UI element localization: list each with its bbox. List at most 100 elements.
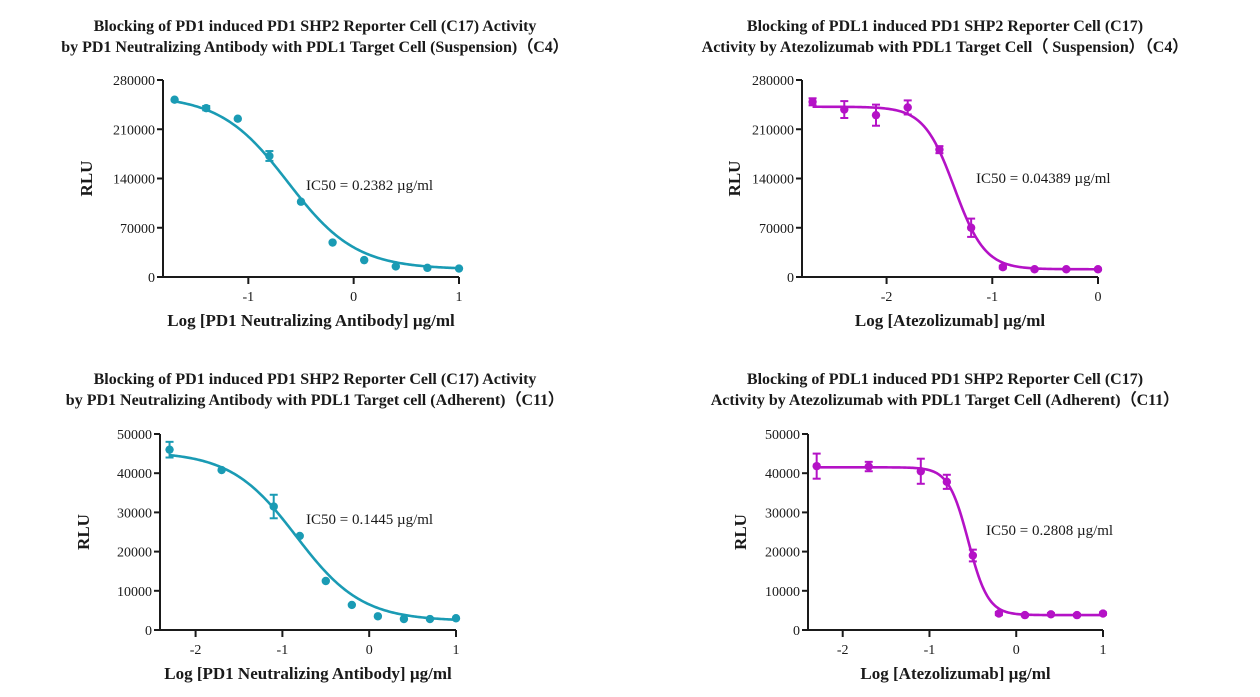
chart-title-line-1: Blocking of PD1 induced PD1 SHP2 Reporte… — [93, 371, 537, 388]
data-point — [321, 576, 330, 586]
data-point — [840, 105, 849, 114]
data-point — [265, 151, 274, 161]
chart-title-line-2: Activity by Atezolizumab with PDL1 Targe… — [710, 392, 1180, 409]
chart-title: Blocking of PD1 induced PD1 SHP2 Reporte… — [0, 369, 630, 411]
x-tick-label: -1 — [277, 643, 289, 658]
x-tick-label: 1 — [456, 290, 463, 305]
chart-title: Blocking of PDL1 induced PD1 SHP2 Report… — [630, 369, 1260, 411]
x-tick-label: -2 — [881, 290, 893, 305]
x-tick-label: -1 — [986, 290, 998, 305]
data-point — [935, 145, 944, 154]
data-point — [994, 609, 1004, 618]
data-point — [295, 531, 304, 541]
chart-panel-3: Blocking of PD1 induced PD1 SHP2 Reporte… — [0, 355, 630, 697]
data-point — [328, 238, 337, 247]
chart-title-line-2: by PD1 Neutralizing Antibody with PDL1 T… — [65, 392, 565, 409]
y-tick-label: 0 — [145, 624, 152, 639]
data-point — [373, 612, 383, 621]
chart-title: Blocking of PDL1 induced PD1 SHP2 Report… — [630, 16, 1260, 58]
chart-title-line-1: Blocking of PD1 induced PD1 SHP2 Reporte… — [93, 18, 537, 35]
data-point — [170, 95, 179, 104]
data-point — [903, 103, 912, 112]
data-point — [1062, 265, 1071, 274]
x-tick-label: 1 — [453, 643, 460, 658]
fitted-curve — [174, 100, 460, 270]
y-tick-label: 10000 — [117, 585, 152, 600]
chart-title-line-1: Blocking of PDL1 induced PD1 SHP2 Report… — [746, 371, 1144, 388]
fitted-curve — [169, 453, 457, 621]
data-point — [1098, 609, 1108, 618]
ic50-annotation: IC50 = 0.2382 µg/ml — [306, 178, 433, 194]
y-tick-label: 30000 — [765, 506, 800, 521]
fitted-curve — [816, 466, 1103, 617]
data-point — [808, 97, 817, 107]
y-tick-label: 10000 — [765, 585, 800, 600]
x-axis-title: Log [Atezolizumab] µg/ml — [855, 311, 1045, 330]
y-tick-label: 210000 — [113, 123, 155, 138]
chart-title-line-2: Activity by Atezolizumab with PDL1 Targe… — [701, 39, 1189, 56]
data-point — [1046, 610, 1056, 619]
ic50-annotation: IC50 = 0.04389 µg/ml — [976, 171, 1111, 187]
y-axis-title: RLU — [725, 161, 744, 197]
y-tick-label: 0 — [148, 271, 155, 286]
y-tick-label: 50000 — [117, 428, 152, 443]
data-point — [864, 462, 873, 471]
x-tick-label: 0 — [1013, 643, 1020, 658]
y-tick-label: 50000 — [765, 428, 800, 443]
chart-title: Blocking of PD1 induced PD1 SHP2 Reporte… — [0, 16, 630, 58]
y-tick-label: 210000 — [752, 123, 794, 138]
data-point — [233, 114, 242, 123]
y-tick-label: 40000 — [117, 467, 152, 482]
y-tick-label: 280000 — [113, 74, 155, 89]
y-tick-label: 30000 — [117, 506, 152, 521]
data-point — [968, 551, 978, 560]
data-point — [1072, 610, 1082, 620]
x-axis-title: Log [PD1 Neutralizing Antibody] µg/ml — [164, 664, 452, 683]
chart-panel-1: Blocking of PD1 induced PD1 SHP2 Reporte… — [0, 0, 630, 345]
data-point — [812, 461, 821, 471]
y-tick-label: 0 — [793, 624, 800, 639]
y-axis-title: RLU — [77, 161, 96, 197]
data-point — [217, 465, 226, 475]
ic50-annotation: IC50 = 0.1445 µg/ml — [306, 512, 433, 528]
chart-panel-2: Blocking of PDL1 induced PD1 SHP2 Report… — [630, 0, 1260, 345]
y-tick-label: 140000 — [113, 173, 155, 188]
x-tick-label: 0 — [366, 643, 373, 658]
x-axis-title: Log [PD1 Neutralizing Antibody] µg/ml — [167, 311, 455, 330]
data-point — [942, 477, 952, 487]
y-axis-title: RLU — [74, 514, 93, 550]
x-tick-label: -1 — [924, 643, 936, 658]
y-tick-label: 20000 — [765, 546, 800, 561]
dose-response-chart: 0 70000 140000 210000 280000 -2 -1 0 Log [Atezol… — [725, 74, 1111, 330]
data-point — [425, 614, 435, 624]
data-point — [269, 502, 278, 511]
data-point — [1020, 610, 1030, 620]
data-point — [454, 264, 464, 273]
x-axis-title: Log [Atezolizumab] µg/ml — [860, 664, 1050, 683]
y-tick-label: 0 — [787, 271, 794, 286]
data-point — [998, 262, 1008, 272]
data-point — [966, 223, 976, 232]
data-point — [201, 103, 211, 113]
data-point — [1093, 265, 1103, 274]
ic50-annotation: IC50 = 0.2808 µg/ml — [986, 523, 1113, 539]
data-point — [871, 110, 881, 120]
data-point — [399, 614, 409, 624]
chart-title-line-2: by PD1 Neutralizing Antibody with PDL1 T… — [61, 39, 569, 56]
y-tick-label: 70000 — [120, 222, 155, 237]
data-point — [391, 262, 400, 271]
y-tick-label: 70000 — [759, 222, 794, 237]
y-axis-title: RLU — [731, 514, 750, 550]
data-point — [423, 263, 432, 273]
x-tick-label: -1 — [242, 290, 254, 305]
chart-panel-4: Blocking of PDL1 induced PD1 SHP2 Report… — [630, 355, 1260, 697]
data-point — [1030, 265, 1039, 274]
chart-title-line-1: Blocking of PDL1 induced PD1 SHP2 Report… — [746, 18, 1144, 35]
dose-response-chart: 0 10000 20000 30000 40000 50000 -2 -1 0 1 Log [Ate… — [731, 428, 1113, 683]
x-tick-label: -2 — [190, 643, 202, 658]
x-tick-label: 1 — [1100, 643, 1107, 658]
data-point — [165, 445, 174, 454]
x-tick-label: 0 — [1095, 290, 1102, 305]
